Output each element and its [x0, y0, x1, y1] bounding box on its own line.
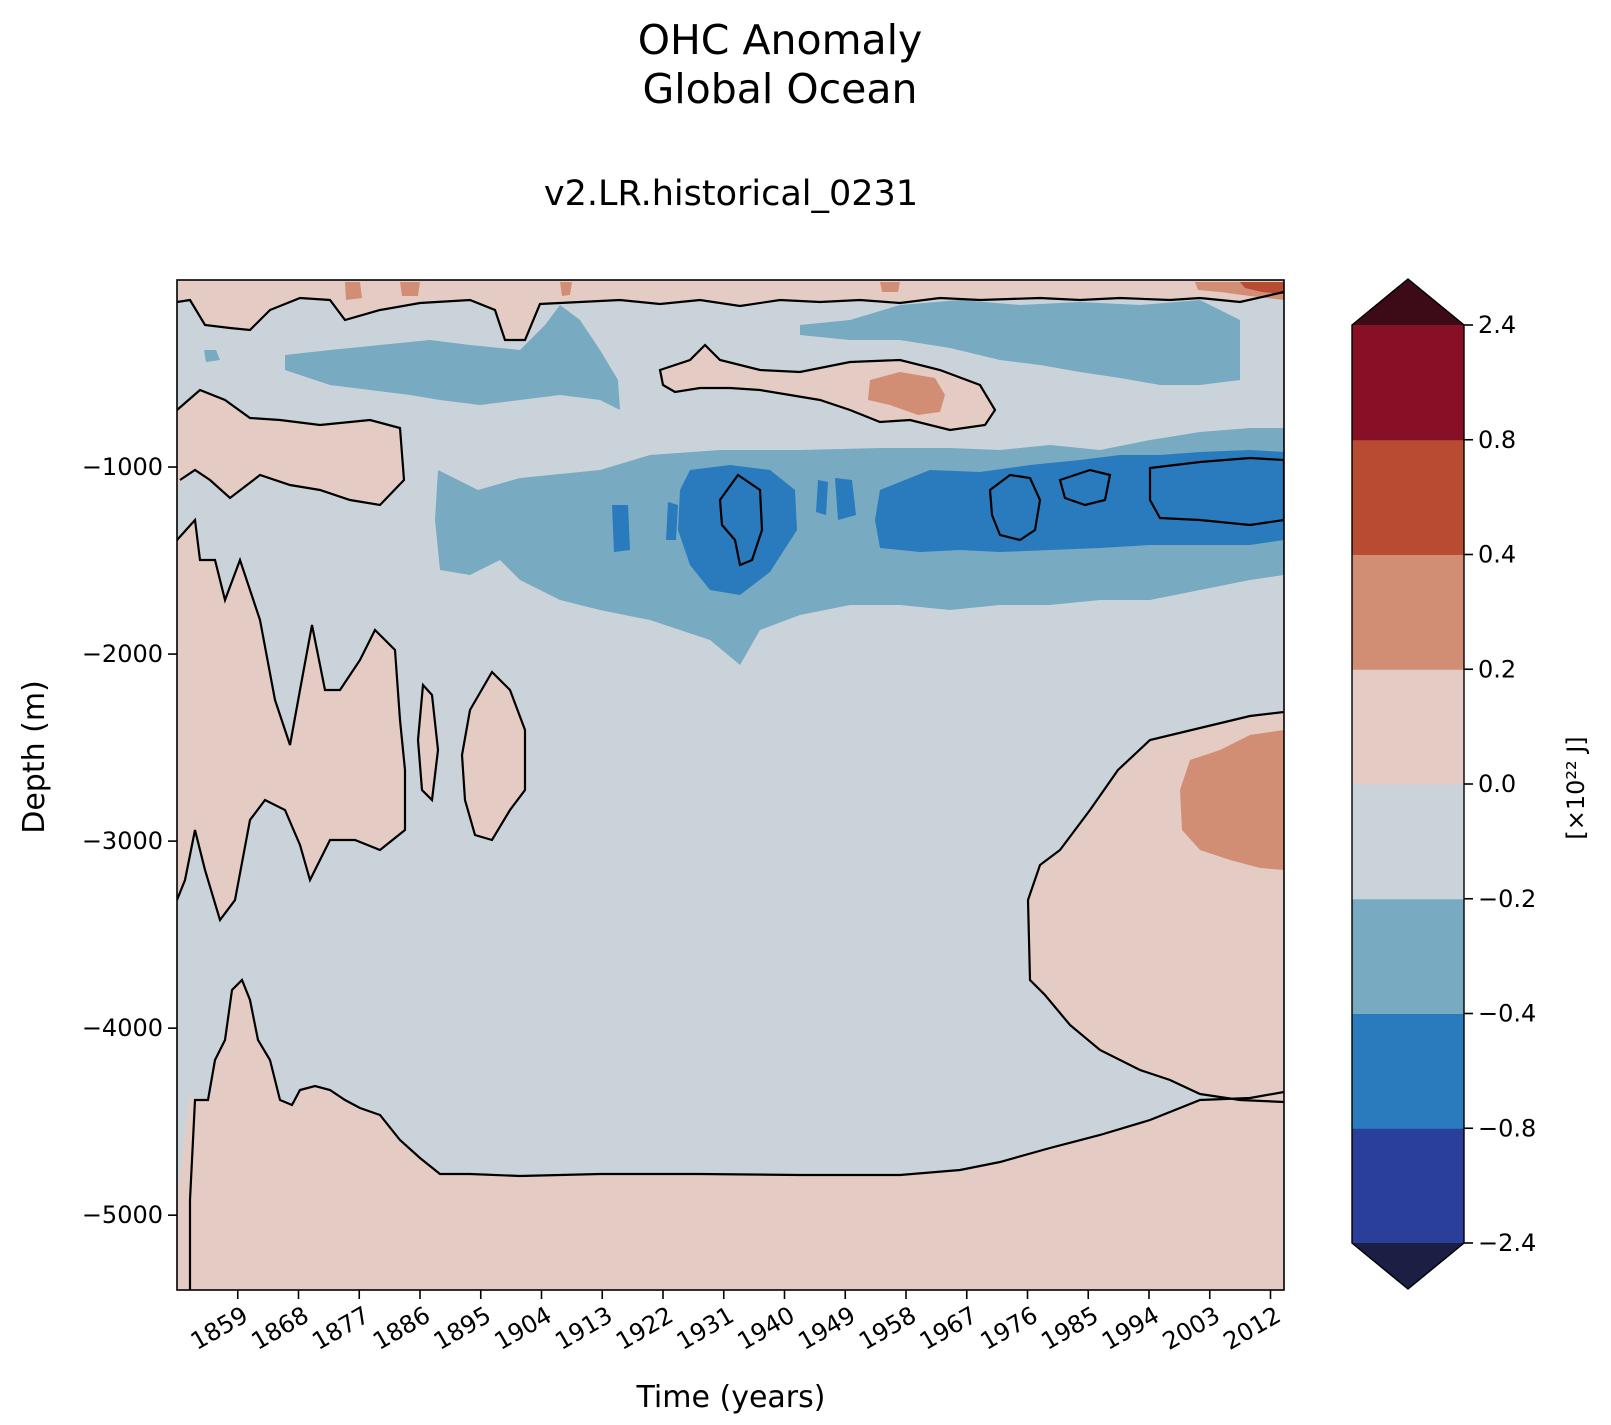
chart-subtitle: v2.LR.historical_0231 [544, 174, 918, 214]
surface-warm-strip [177, 280, 1284, 340]
y-tick-label: −4000 [82, 1014, 163, 1042]
contour-lens-b [460, 670, 527, 842]
contour-early-upper [177, 388, 406, 507]
colorbar-segment [1352, 1013, 1464, 1129]
contour-cool-core-b [988, 456, 1284, 542]
colorbar-tick-label: −2.4 [1478, 1229, 1536, 1257]
x-tick-label: 1913 [550, 1301, 617, 1356]
colorbar-tick-label: 2.4 [1478, 311, 1516, 339]
colorbar-tick-label: −0.8 [1478, 1114, 1536, 1142]
x-axis: 1859186818771886189519041913192219311940… [186, 1290, 1286, 1356]
y-tick-label: −2000 [82, 640, 163, 668]
colorbar-tick-label: 0.8 [1478, 426, 1516, 454]
colorbar-segment [1352, 325, 1464, 441]
contour-deep-warm [1026, 710, 1284, 1104]
contour-field [177, 280, 1284, 1290]
chart-title-line-1: OHC Anomaly [638, 16, 923, 64]
bottom-warm-region [177, 980, 1284, 1290]
x-tick-label: 1985 [1036, 1301, 1103, 1356]
warm-lens-core [868, 372, 945, 415]
colorbar-label: [×10²² J] [1562, 736, 1590, 839]
early-warm-lens-b [462, 672, 525, 840]
chart-title-line-2: Global Ocean [643, 65, 918, 113]
x-tick-label: 1949 [793, 1301, 860, 1356]
colorbar: −2.4 −0.8 −0.4 −0.2 0.0 0.2 0.4 0.8 2.4 [1351, 278, 1536, 1290]
y-tick-label: −1000 [82, 453, 163, 481]
early-warm-lower [177, 520, 405, 920]
plot-frame [176, 279, 1285, 1291]
y-tick-label: −5000 [82, 1201, 163, 1229]
x-tick-label: 2012 [1219, 1301, 1286, 1356]
colorbar-tick-label: 0.0 [1478, 770, 1516, 798]
colorbar-segment [1352, 784, 1464, 900]
x-tick-label: 1931 [672, 1301, 739, 1356]
x-tick-label: 1940 [733, 1301, 800, 1356]
colorbar-tick-label: 0.4 [1478, 541, 1516, 569]
colorbar-segment [1352, 898, 1464, 1014]
x-tick-label: 1877 [307, 1301, 374, 1356]
x-tick-label: 1922 [611, 1301, 678, 1356]
colorbar-tick-label: 0.2 [1478, 655, 1516, 683]
y-axis-label: Depth (m) [17, 680, 52, 834]
x-tick-label: 1886 [368, 1301, 435, 1356]
x-tick-label: 1904 [490, 1301, 557, 1356]
zero-contours [177, 290, 1284, 1290]
contour-lens-a [416, 682, 440, 803]
x-tick-label: 1895 [429, 1301, 496, 1356]
x-axis-label: Time (years) [636, 1380, 826, 1415]
x-tick-label: 1868 [247, 1301, 314, 1356]
colorbar-segment [1352, 439, 1464, 555]
colorbar-segment [1352, 1128, 1464, 1244]
x-tick-label: 1859 [186, 1301, 253, 1356]
x-tick-label: 2003 [1158, 1301, 1225, 1356]
upper-cool-band [204, 300, 1240, 410]
colorbar-tick-label: −0.4 [1478, 1000, 1536, 1028]
contour-early-lower [177, 517, 407, 923]
contour-bottom [188, 978, 1284, 1290]
deep-warm-core [1180, 730, 1284, 870]
cool-core [612, 318, 1284, 595]
x-tick-label: 1958 [854, 1301, 921, 1356]
x-tick-label: 1994 [1097, 1301, 1164, 1356]
contour-surface [177, 290, 1284, 342]
colorbar-extend-max [1352, 279, 1464, 325]
colorbar-tick-label: −0.2 [1478, 885, 1536, 913]
x-tick-label: 1976 [976, 1301, 1043, 1356]
early-warm-upper [177, 390, 404, 505]
y-tick-label: −3000 [82, 827, 163, 855]
colorbar-extend-min [1352, 1243, 1464, 1289]
x-tick-label: 1967 [915, 1301, 982, 1356]
contour-warm-lens [658, 343, 997, 432]
contour-cool-core-a [718, 473, 764, 567]
surface-strong-warm [1240, 282, 1284, 294]
colorbar-segment [1352, 669, 1464, 785]
y-axis: −1000 −2000 −3000 −4000 −5000 [82, 453, 177, 1229]
colorbar-segment [1352, 554, 1464, 670]
